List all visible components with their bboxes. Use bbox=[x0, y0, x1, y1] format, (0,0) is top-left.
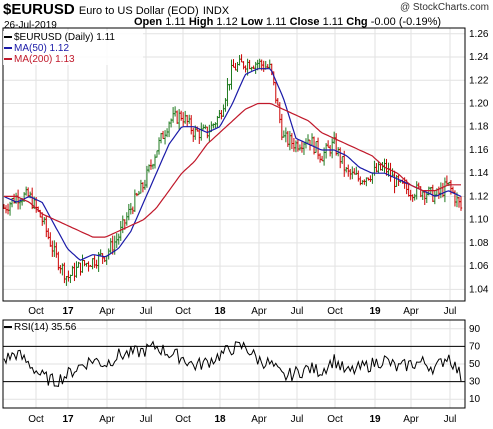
rsi-y-tick: 70 bbox=[469, 341, 481, 352]
legend-ma50-swatch bbox=[4, 47, 12, 49]
price-y-tick: 1.06 bbox=[469, 261, 489, 272]
symbol-exchange: INDX bbox=[202, 5, 230, 17]
price-x-tick: 17 bbox=[62, 306, 74, 317]
rsi-grid bbox=[3, 320, 465, 408]
price-y-tick: 1.18 bbox=[469, 122, 489, 133]
legend-rsi-swatch bbox=[4, 326, 12, 328]
price-x-tick: Apr bbox=[403, 306, 419, 317]
ohlc-readout: Open 1.11 High 1.12 Low 1.11 Close 1.11 … bbox=[134, 16, 441, 28]
price-y-tick: 1.16 bbox=[469, 145, 489, 156]
open-value: 1.11 bbox=[165, 16, 186, 28]
chg-value: -0.00 (-0.19%) bbox=[370, 16, 442, 28]
rsi-y-tick: 90 bbox=[469, 324, 481, 335]
open-label: Open bbox=[134, 16, 163, 28]
rsi-y-tick: 30 bbox=[469, 377, 481, 388]
price-y-tick: 1.12 bbox=[469, 191, 489, 202]
high-value: 1.12 bbox=[216, 16, 238, 28]
axes: 1.04 1.06 1.08 1.10 1.12 1.14 1.16 1.18 1.20 1.22… bbox=[2, 27, 489, 425]
rsi-x-tick: Apr bbox=[403, 414, 419, 425]
price-x-tick: Apr bbox=[99, 306, 115, 317]
price-y-tick: 1.04 bbox=[469, 284, 489, 295]
chart-date: 26-Jul-2019 bbox=[4, 20, 57, 31]
rsi-x-tick: Oct bbox=[28, 414, 44, 425]
low-label: Low bbox=[240, 16, 263, 28]
price-y-tick: 1.20 bbox=[469, 99, 489, 110]
price-x-tick: 18 bbox=[214, 306, 226, 317]
price-x-tick: Oct bbox=[175, 306, 191, 317]
chg-label: Chg bbox=[346, 16, 368, 28]
price-legend: $EURUSD (Daily) 1.11 MA(50) 1.12 MA(200)… bbox=[3, 31, 143, 65]
price-x-tick: Oct bbox=[28, 306, 44, 317]
price-y-tick: 1.10 bbox=[469, 215, 489, 226]
rsi-x-tick: Jul bbox=[140, 414, 153, 425]
low-value: 1.11 bbox=[265, 16, 287, 28]
close-value: 1.11 bbox=[322, 16, 344, 28]
rsi-legend: RSI(14) 35.56 bbox=[4, 322, 77, 333]
legend-ma200: MA(200) 1.13 bbox=[14, 54, 75, 65]
legend-price-swatch bbox=[4, 36, 12, 38]
price-y-tick: 1.24 bbox=[469, 52, 489, 63]
rsi-x-tick: Oct bbox=[327, 414, 343, 425]
price-x-tick: Jul bbox=[291, 306, 304, 317]
rsi-lines bbox=[3, 340, 462, 387]
price-x-tick: Oct bbox=[327, 306, 343, 317]
rsi-x-tick: Apr bbox=[99, 414, 115, 425]
rsi-x-tick: 19 bbox=[369, 414, 381, 425]
legend-background bbox=[3, 31, 143, 65]
price-y-tick: 1.14 bbox=[469, 168, 489, 179]
ma50-line bbox=[3, 68, 462, 261]
price-bars bbox=[2, 54, 463, 286]
symbol-description: Euro to US Dollar (EOD) bbox=[78, 5, 199, 17]
price-y-tick: 1.08 bbox=[469, 238, 489, 249]
rsi-x-tick: 17 bbox=[62, 414, 74, 425]
close-label: Close bbox=[289, 16, 320, 28]
ma200-line bbox=[4, 102, 461, 238]
brand-watermark: @ StockCharts.com bbox=[399, 2, 489, 13]
rsi-line bbox=[3, 340, 462, 387]
rsi-x-tick: Oct bbox=[175, 414, 191, 425]
rsi-x-tick: Apr bbox=[251, 414, 267, 425]
price-x-tick: Jul bbox=[140, 306, 153, 317]
rsi-frame bbox=[2, 319, 466, 409]
legend-ma50: MA(50) 1.12 bbox=[14, 43, 69, 54]
symbol-text: $EURUSD bbox=[3, 1, 75, 18]
rsi-x-tick: 18 bbox=[214, 414, 226, 425]
price-grid bbox=[3, 28, 465, 301]
price-x-tick: 19 bbox=[369, 306, 381, 317]
rsi-x-tick: Jul bbox=[291, 414, 304, 425]
rsi-x-tick: Jul bbox=[444, 414, 457, 425]
legend-price: $EURUSD (Daily) 1.11 bbox=[14, 32, 115, 43]
price-x-tick: Jul bbox=[444, 306, 457, 317]
price-y-tick: 1.22 bbox=[469, 75, 489, 86]
rsi-y-tick: 10 bbox=[469, 394, 481, 405]
legend-rsi: RSI(14) 35.56 bbox=[14, 322, 77, 333]
moving-average-lines bbox=[3, 68, 462, 261]
rsi-y-tick: 50 bbox=[469, 359, 481, 370]
chart-symbol: $EURUSD Euro to US Dollar (EOD) INDX bbox=[3, 1, 229, 18]
price-x-tick: Apr bbox=[251, 306, 267, 317]
high-label: High bbox=[188, 16, 214, 28]
price-frame bbox=[2, 27, 466, 302]
legend-ma200-swatch bbox=[4, 58, 12, 60]
price-y-tick: 1.26 bbox=[469, 29, 489, 40]
